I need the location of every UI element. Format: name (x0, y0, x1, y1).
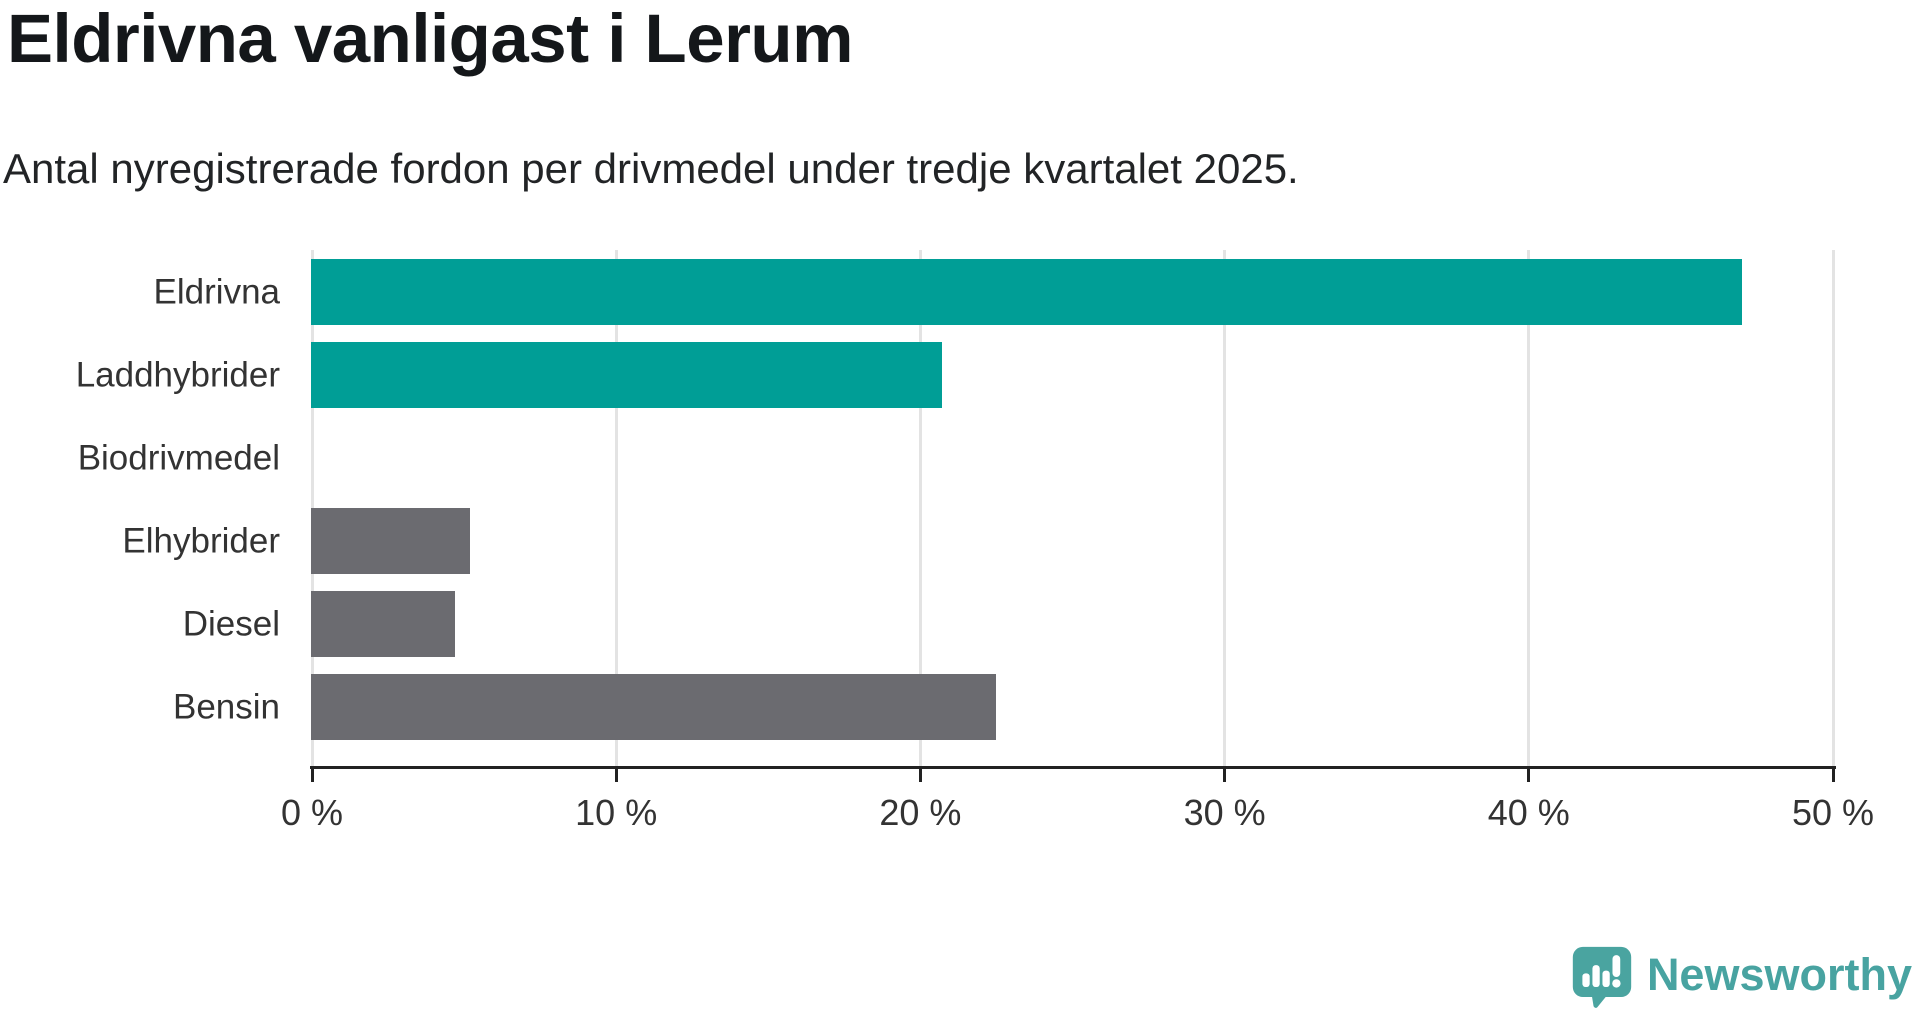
x-axis-tick-0 (310, 769, 314, 782)
bar-laddhybrider (311, 342, 942, 408)
category-label-elhybrider: Elhybrider (122, 521, 280, 561)
bar-eldrivna (311, 259, 1742, 325)
bar-elhybrider (311, 508, 471, 574)
x-axis-tick-label-40: 40 % (1487, 792, 1570, 833)
x-axis-tick-label-50: 50 % (1791, 792, 1875, 833)
category-label-diesel: Diesel (182, 604, 280, 644)
gridline-50 (1831, 250, 1835, 766)
chart-subtitle: Antal nyregistrerade fordon per drivmede… (3, 145, 1299, 192)
bar-diesel (311, 591, 455, 657)
newsworthy-logo-text: Newsworthy (1646, 948, 1912, 1000)
category-label-biodrivmedel: Biodrivmedel (77, 438, 280, 478)
x-axis-tick-10 (614, 769, 618, 782)
x-axis-tick-label-20: 20 % (879, 792, 962, 833)
gridline-30 (1223, 250, 1227, 766)
gridline-20 (918, 250, 922, 766)
x-axis-tick-20 (918, 769, 922, 782)
x-axis-tick-50 (1831, 769, 1835, 782)
gridline-10 (614, 250, 618, 766)
x-axis-tick-40 (1527, 769, 1531, 782)
category-label-laddhybrider: Laddhybrider (75, 355, 280, 395)
chart-title: Eldrivna vanligast i Lerum (7, 0, 853, 77)
x-axis-tick-30 (1223, 769, 1227, 782)
x-axis-tick-label-30: 30 % (1183, 792, 1266, 833)
gridline-40 (1527, 250, 1531, 766)
category-label-eldrivna: Eldrivna (153, 272, 280, 312)
newsworthy-logo: Newsworthy (1571, 944, 1912, 1010)
x-axis-line (310, 766, 1836, 769)
category-label-bensin: Bensin (172, 687, 280, 727)
newsworthy-speech-bubble-chart-icon (1572, 946, 1632, 1008)
x-axis-tick-label-0: 0 % (280, 792, 344, 833)
x-axis-tick-label-10: 10 % (575, 792, 658, 833)
bar-bensin (311, 674, 997, 740)
